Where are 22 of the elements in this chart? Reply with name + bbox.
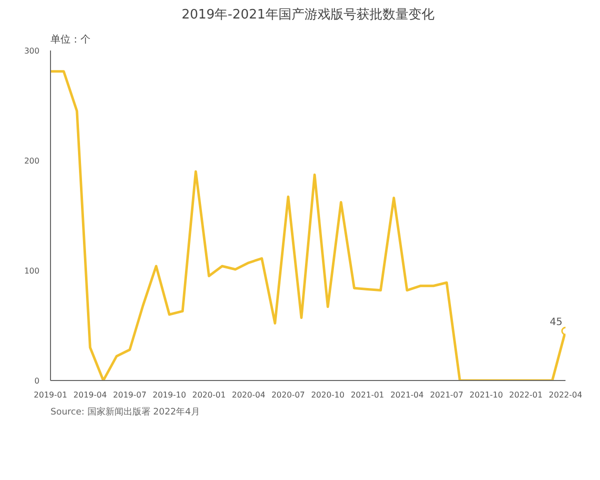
x-tick-label: 2022-01	[509, 390, 543, 400]
x-tick-label: 2020-10	[311, 390, 345, 400]
x-tick-label: 2021-10	[470, 390, 503, 400]
y-tick-label: 300	[24, 46, 40, 56]
x-tick-label: 2021-01	[350, 390, 384, 400]
x-tick-label: 2020-04	[232, 390, 266, 400]
chart-title: 2019年-2021年国产游戏版号获批数量变化	[182, 8, 434, 22]
x-tick-label: 2019-04	[73, 390, 107, 400]
x-tick-label: 2022-04	[548, 390, 582, 400]
y-tick-label: 0	[34, 376, 40, 386]
x-tick-label: 2019-07	[113, 390, 146, 400]
y-tick-label: 200	[24, 156, 40, 166]
source-note: Source: 国家新闻出版署 2022年4月	[50, 406, 200, 418]
y-tick-label: 100	[24, 266, 40, 276]
x-tick-label: 2019-01	[34, 390, 68, 400]
x-tick-label: 2020-07	[271, 390, 305, 400]
x-tick-label: 2019-10	[152, 390, 186, 400]
x-tick-label: 2021-07	[430, 390, 464, 400]
x-tick-label: 2020-01	[192, 390, 226, 400]
y-axis-title: 单位：个	[50, 34, 90, 46]
data-label: 45	[550, 317, 563, 328]
x-tick-label: 2021-04	[390, 390, 424, 400]
